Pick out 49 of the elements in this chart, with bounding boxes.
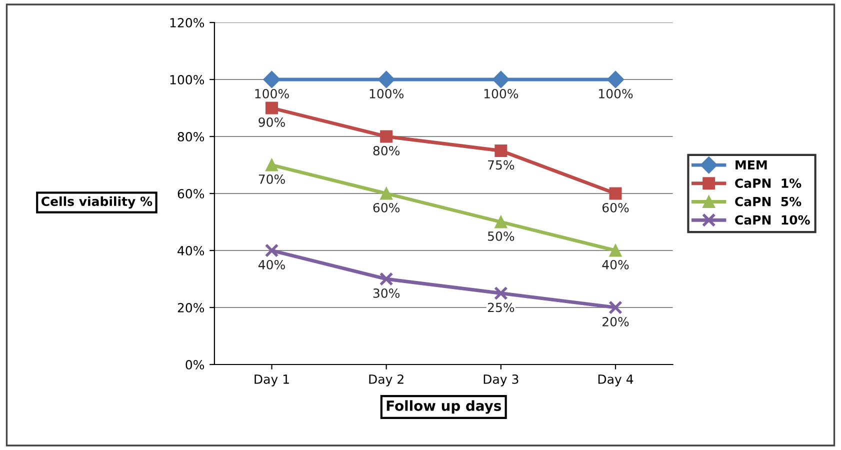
x-tick-label: Day 4 [598, 374, 634, 386]
data-label: 80% [373, 146, 400, 156]
point [494, 216, 508, 228]
data-label: 40% [602, 260, 629, 270]
y-tick-label: 0% [186, 360, 204, 370]
y-tick-label: 120% [170, 18, 204, 28]
data-label: 100% [370, 88, 404, 98]
legend-label: CaPN 1% [735, 178, 802, 188]
data-label: 60% [602, 202, 629, 212]
point [606, 70, 624, 88]
data-label: 75% [488, 160, 514, 170]
data-label: 100% [255, 88, 289, 98]
data-label: 40% [258, 260, 285, 270]
y-axis-title: Cells viability % [41, 196, 152, 209]
data-label: 30% [373, 288, 400, 298]
point [379, 272, 394, 286]
point [378, 70, 395, 88]
data-label: 90% [258, 117, 285, 127]
point [494, 144, 508, 157]
y-tick-label: 40% [178, 246, 204, 256]
legend-label: MEM [736, 160, 767, 170]
point [263, 70, 280, 88]
point [609, 187, 622, 200]
point [609, 244, 622, 257]
data-label: 100% [484, 88, 518, 98]
point [264, 244, 279, 258]
point [380, 187, 393, 200]
data-label: 50% [488, 231, 514, 241]
point [266, 158, 278, 172]
x-axis-title: Follow up days [386, 400, 502, 414]
x-tick-label: Day 1 [254, 374, 289, 386]
x-tick-label: Day 2 [369, 374, 404, 386]
point [380, 130, 393, 143]
data-label: 20% [602, 316, 629, 326]
data-label: 60% [373, 202, 400, 212]
point [266, 102, 278, 114]
data-label: 70% [258, 174, 285, 184]
point [608, 300, 622, 314]
legend-label: CaPN 10% [735, 215, 810, 225]
data-label: 100% [599, 88, 633, 98]
data-label: 25% [488, 302, 514, 312]
y-tick-label: 60% [178, 188, 204, 198]
y-tick-label: 100% [170, 74, 204, 84]
legend-label: CaPN 5% [735, 196, 802, 206]
y-tick-label: 80% [178, 132, 204, 142]
x-tick-label: Day 3 [484, 374, 518, 386]
point [494, 286, 508, 300]
y-tick-label: 20% [178, 302, 204, 312]
point [492, 70, 510, 88]
